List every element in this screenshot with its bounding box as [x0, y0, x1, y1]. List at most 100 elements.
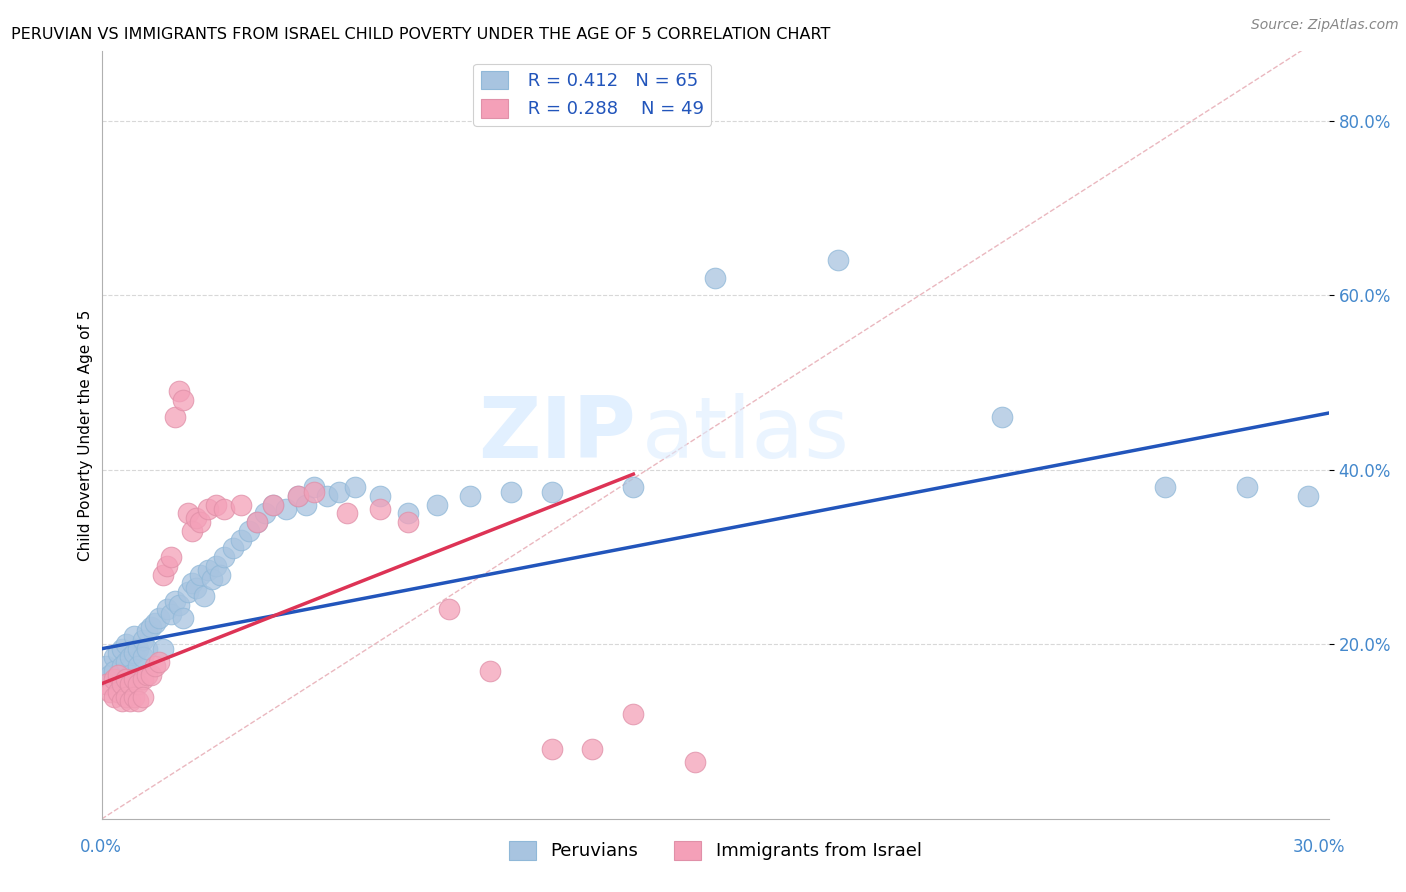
Point: [229, 533, 252, 547]
Point: [165, 593, 187, 607]
Point: [683, 756, 706, 770]
Point: [169, 384, 191, 399]
Point: [184, 510, 207, 524]
Point: [274, 502, 297, 516]
Point: [172, 611, 194, 625]
Point: [439, 602, 461, 616]
Point: [1154, 480, 1177, 494]
Point: [180, 524, 202, 538]
Point: [621, 480, 644, 494]
Point: [111, 694, 134, 708]
Point: [180, 576, 202, 591]
Text: 0.0%: 0.0%: [80, 838, 122, 855]
Point: [1236, 480, 1258, 494]
Legend:  R = 0.412   N = 65,  R = 0.288    N = 49: R = 0.412 N = 65, R = 0.288 N = 49: [474, 63, 711, 126]
Point: [103, 690, 125, 704]
Point: [124, 690, 146, 704]
Point: [103, 673, 125, 687]
Point: [124, 629, 146, 643]
Point: [143, 659, 166, 673]
Point: [120, 694, 142, 708]
Point: [396, 507, 419, 521]
Point: [304, 484, 326, 499]
Point: [131, 673, 153, 687]
Point: [160, 607, 183, 621]
Point: [127, 641, 149, 656]
Point: [176, 585, 198, 599]
Point: [156, 558, 179, 573]
Point: [221, 541, 243, 556]
Point: [188, 567, 211, 582]
Point: [127, 694, 149, 708]
Point: [135, 641, 157, 656]
Point: [336, 507, 359, 521]
Point: [704, 270, 727, 285]
Point: [160, 550, 183, 565]
Point: [205, 498, 228, 512]
Point: [143, 615, 166, 630]
Point: [479, 664, 502, 678]
Point: [124, 673, 146, 687]
Point: [111, 641, 134, 656]
Point: [254, 507, 277, 521]
Point: [131, 650, 153, 665]
Point: [135, 624, 157, 639]
Point: [165, 410, 187, 425]
Point: [103, 664, 125, 678]
Point: [827, 253, 849, 268]
Point: [262, 498, 284, 512]
Point: [115, 655, 138, 669]
Point: [156, 602, 179, 616]
Point: [262, 498, 284, 512]
Y-axis label: Child Poverty Under the Age of 5: Child Poverty Under the Age of 5: [79, 310, 93, 560]
Point: [197, 502, 219, 516]
Point: [188, 515, 211, 529]
Point: [426, 498, 449, 512]
Point: [139, 620, 162, 634]
Text: PERUVIAN VS IMMIGRANTS FROM ISRAEL CHILD POVERTY UNDER THE AGE OF 5 CORRELATION : PERUVIAN VS IMMIGRANTS FROM ISRAEL CHILD…: [11, 27, 831, 42]
Point: [111, 659, 134, 673]
Point: [581, 742, 603, 756]
Point: [98, 668, 121, 682]
Point: [287, 489, 309, 503]
Point: [152, 567, 174, 582]
Point: [169, 598, 191, 612]
Point: [111, 676, 134, 690]
Point: [344, 480, 367, 494]
Point: [368, 502, 391, 516]
Point: [368, 489, 391, 503]
Point: [148, 611, 170, 625]
Point: [139, 668, 162, 682]
Point: [127, 659, 149, 673]
Point: [295, 498, 318, 512]
Point: [205, 558, 228, 573]
Point: [131, 690, 153, 704]
Point: [229, 498, 252, 512]
Point: [621, 707, 644, 722]
Point: [135, 668, 157, 682]
Point: [315, 489, 337, 503]
Point: [396, 515, 419, 529]
Text: Source: ZipAtlas.com: Source: ZipAtlas.com: [1251, 18, 1399, 32]
Point: [115, 637, 138, 651]
Point: [107, 685, 129, 699]
Point: [214, 502, 236, 516]
Point: [328, 484, 350, 499]
Point: [1298, 489, 1320, 503]
Point: [193, 590, 215, 604]
Point: [94, 659, 117, 673]
Point: [209, 567, 232, 582]
Point: [152, 641, 174, 656]
Point: [197, 563, 219, 577]
Point: [304, 480, 326, 494]
Text: 30.0%: 30.0%: [1292, 838, 1346, 855]
Point: [238, 524, 260, 538]
Point: [246, 515, 269, 529]
Point: [287, 489, 309, 503]
Point: [148, 655, 170, 669]
Point: [120, 668, 142, 682]
Point: [214, 550, 236, 565]
Point: [176, 507, 198, 521]
Point: [107, 668, 129, 682]
Point: [124, 646, 146, 660]
